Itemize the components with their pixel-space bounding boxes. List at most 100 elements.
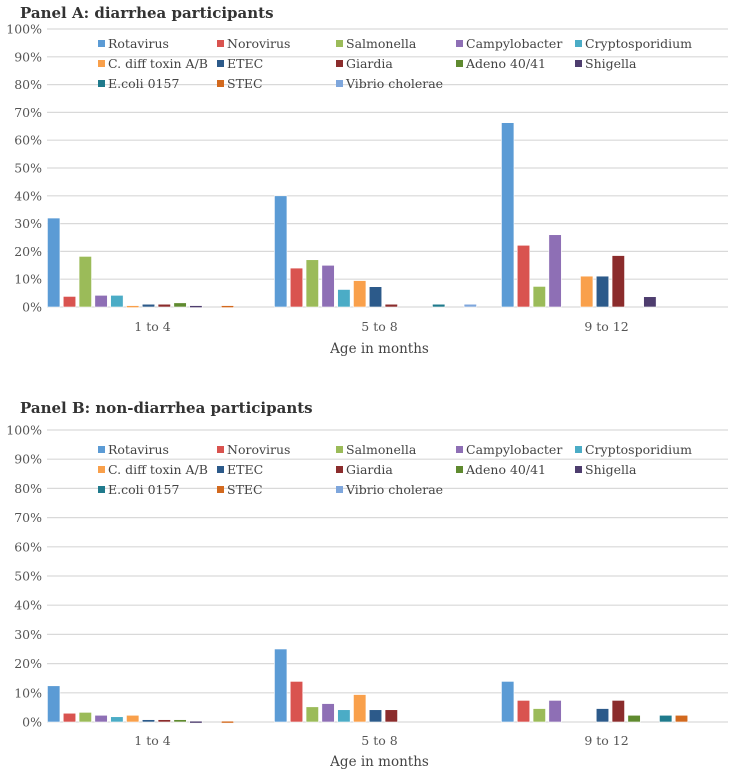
panel-a-y-tick-label: 20% xyxy=(14,244,42,259)
panel-a-bar-norovirus-0 xyxy=(62,296,77,308)
panel-a-bar-shigella-0 xyxy=(189,305,203,308)
panel-b-y-tick-label: 70% xyxy=(14,510,42,525)
panel-a-bar-c-diff-toxin-a-b-0 xyxy=(126,305,140,308)
panel-b-legend-item: Campylobacter xyxy=(456,442,562,457)
panel-a-bar-e-coli-0157-1 xyxy=(432,303,446,308)
panel-a-legend-swatch xyxy=(98,80,105,87)
panel-a-legend-label: E.coli 0157 xyxy=(108,76,179,91)
panel-a-legend-item: E.coli 0157 xyxy=(98,76,179,91)
panel-a-legend-item: Adeno 40/41 xyxy=(456,56,546,71)
panel-a-legend-label: Shigella xyxy=(585,56,637,71)
panel-a-bar-campylobacter-0 xyxy=(94,295,108,308)
panel-a-x-axis-label: Age in months xyxy=(329,341,429,357)
panel-b-bar-salmonella-2 xyxy=(532,708,546,723)
panel-b-legend-item: Cryptosporidium xyxy=(575,442,692,457)
panel-b-legend-item: ETEC xyxy=(217,462,263,477)
panel-b-bar-rotavirus-2 xyxy=(501,681,515,723)
panel-b-legend-swatch xyxy=(217,446,224,453)
panel-a-bar-giardia-2 xyxy=(611,255,625,308)
panel-a-legend-swatch xyxy=(575,60,582,67)
panel-b-legend-item: Norovirus xyxy=(217,442,290,457)
panel-a-y-tick-label: 70% xyxy=(14,105,42,120)
panel-a-bar-rotavirus-1 xyxy=(274,195,288,308)
panel-b-bar-e-coli-0157-2 xyxy=(659,714,673,723)
panel-b-legend-label: ETEC xyxy=(227,462,263,477)
panel-a-bar-norovirus-2 xyxy=(516,244,531,308)
panel-b-legend-swatch xyxy=(336,446,343,453)
panel-a-legend-item: Salmonella xyxy=(336,36,417,51)
panel-b-bar-cryptosporidium-0 xyxy=(110,716,124,723)
panel-a-legend-swatch xyxy=(456,60,463,67)
panel-b-legend-item: Vibrio cholerae xyxy=(336,482,443,497)
panel-b-legend-swatch xyxy=(456,466,463,473)
panel-b-bar-stec-0 xyxy=(220,720,235,724)
panel-a-title: Panel A: diarrhea participants xyxy=(20,4,274,22)
panel-a-y-tick-label: 80% xyxy=(14,77,42,92)
panel-a-bar-rotavirus-2 xyxy=(501,122,515,308)
panel-b-bar-norovirus-1 xyxy=(289,681,304,723)
panel-a-legend-label: ETEC xyxy=(227,56,263,71)
panel-b-legend-item: Salmonella xyxy=(336,442,417,457)
panel-b-y-tick-label: 90% xyxy=(14,452,42,467)
panel-b-legend-label: E.coli 0157 xyxy=(108,482,179,497)
panel-a-y-tick-label: 40% xyxy=(14,188,42,203)
panel-b-bar-giardia-2 xyxy=(611,700,625,723)
panel-a-y-tick-label: 60% xyxy=(14,133,42,148)
panel-b-legend-swatch xyxy=(98,446,105,453)
panel-b-bar-adeno-40-41-0 xyxy=(173,719,187,723)
panel-b-bar-etec-2 xyxy=(595,708,610,723)
panel-a-legend-label: Adeno 40/41 xyxy=(465,56,546,71)
panel-b-bar-campylobacter-0 xyxy=(94,714,108,723)
panel-a-y-tick-label: 100% xyxy=(6,22,42,37)
panel-a-bar-salmonella-2 xyxy=(532,286,546,308)
panel-a-bar-giardia-1 xyxy=(384,303,398,308)
panel-a-legend-item: STEC xyxy=(217,76,263,91)
panel-a-bar-campylobacter-2 xyxy=(548,234,562,308)
panel-a-bar-salmonella-0 xyxy=(78,256,92,308)
panel-b-category-label: 9 to 12 xyxy=(584,733,628,748)
panel-b-legend-label: Campylobacter xyxy=(466,442,562,457)
panel-a-bar-giardia-0 xyxy=(157,303,171,308)
panel-b-y-tick-label: 60% xyxy=(14,539,42,554)
panel-b-bar-c-diff-toxin-a-b-0 xyxy=(126,714,140,723)
panel-a-legend-label: Rotavirus xyxy=(108,36,169,51)
panel-b-legend-label: Shigella xyxy=(585,462,637,477)
panel-b-legend-label: Cryptosporidium xyxy=(585,442,692,457)
panel-b-legend-swatch xyxy=(575,466,582,473)
panel-a-legend-item: Rotavirus xyxy=(98,36,169,51)
panel-a-bar-shigella-2 xyxy=(643,296,657,308)
panel-a-y-tick-label: 10% xyxy=(14,272,42,287)
panel-a-legend-swatch xyxy=(336,80,343,87)
panel-b-category-label: 1 to 4 xyxy=(134,733,170,748)
panel-b-legend-label: Vibrio cholerae xyxy=(345,482,443,497)
panel-b-x-axis-label: Age in months xyxy=(329,754,429,770)
panel-a-category-label: 5 to 8 xyxy=(361,319,397,334)
panel-b-y-tick-label: 50% xyxy=(14,569,42,584)
panel-a-bar-rotavirus-0 xyxy=(47,217,61,308)
panel-b-legend-label: Norovirus xyxy=(227,442,290,457)
panel-b: Panel B: non-diarrhea participants 0% 10%… xyxy=(0,395,732,773)
panel-a-legend-swatch xyxy=(336,40,343,47)
panel-b-legend-item: Adeno 40/41 xyxy=(456,462,546,477)
panel-a-legend-swatch xyxy=(336,60,343,67)
panel-a-legend-swatch xyxy=(98,60,105,67)
panel-b-legend-swatch xyxy=(98,466,105,473)
panel-a-bar-etec-1 xyxy=(368,286,383,308)
panel-b-bar-salmonella-0 xyxy=(78,712,92,723)
panel-a-bar-campylobacter-1 xyxy=(321,264,335,308)
panel-a-legend-label: Giardia xyxy=(346,56,393,71)
panel-b-legend-label: C. diff toxin A/B xyxy=(108,462,208,477)
panel-b-legend-swatch xyxy=(575,446,582,453)
panel-b-y-tick-label: 80% xyxy=(14,481,42,496)
panel-a-y-tick-label: 30% xyxy=(14,216,42,231)
panel-a-legend-label: STEC xyxy=(227,76,263,91)
panel-b-y-tick-label: 100% xyxy=(6,423,42,438)
panel-b-legend-item: Shigella xyxy=(575,462,637,477)
panel-b-legend-item: Giardia xyxy=(336,462,393,477)
panel-a-legend-item: C. diff toxin A/B xyxy=(98,56,208,71)
panel-b-category-label: 5 to 8 xyxy=(361,733,397,748)
panel-a-y-tick-label: 90% xyxy=(14,49,42,64)
panel-b-bar-giardia-1 xyxy=(384,709,398,723)
panel-b-legend-item: C. diff toxin A/B xyxy=(98,462,208,477)
panel-b-legend-label: Giardia xyxy=(346,462,393,477)
